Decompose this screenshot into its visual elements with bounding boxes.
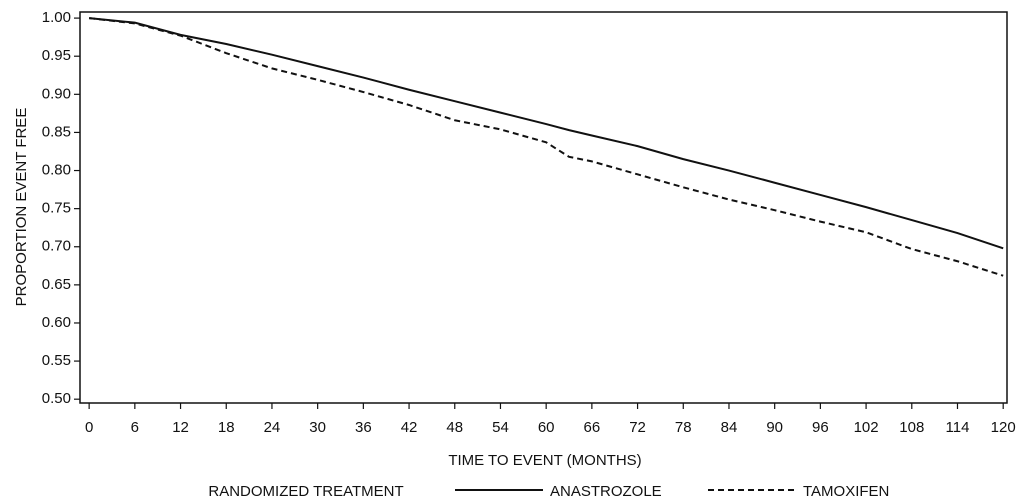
legend-label: TAMOXIFEN — [803, 483, 889, 500]
y-tick-label: 0.55 — [42, 352, 71, 369]
x-tick-label: 90 — [766, 419, 783, 436]
y-axis-label: PROPORTION EVENT FREE — [13, 108, 30, 307]
series-line — [89, 17, 1004, 277]
x-tick-label: 102 — [854, 419, 879, 436]
series-line — [89, 17, 1004, 250]
x-axis-label: TIME TO EVENT (MONTHS) — [448, 452, 641, 469]
x-tick-label: 72 — [629, 419, 646, 436]
x-tick-label: 12 — [172, 419, 189, 436]
x-tick-label: 48 — [446, 419, 463, 436]
x-tick-label: 78 — [675, 419, 692, 436]
x-tick-label: 24 — [264, 419, 281, 436]
y-tick-label: 0.65 — [42, 276, 71, 293]
x-tick-label: 30 — [309, 419, 326, 436]
y-tick-label: 0.70 — [42, 238, 71, 255]
x-tick-label: 42 — [401, 419, 418, 436]
x-tick-label: 66 — [584, 419, 601, 436]
y-tick-label: 0.50 — [42, 390, 71, 407]
x-tick-label: 36 — [355, 419, 372, 436]
y-tick-label: 1.00 — [42, 9, 71, 26]
legend-title: RANDOMIZED TREATMENT — [208, 483, 403, 500]
y-tick-label: 0.85 — [42, 123, 71, 140]
y-tick-label: 0.75 — [42, 200, 71, 217]
x-tick-label: 84 — [721, 419, 738, 436]
legend-label: ANASTROZOLE — [550, 483, 662, 500]
x-tick-label: 108 — [899, 419, 924, 436]
x-tick-label: 0 — [85, 419, 93, 436]
x-tick-label: 60 — [538, 419, 555, 436]
y-tick-label: 0.80 — [42, 162, 71, 179]
x-tick-label: 114 — [946, 419, 970, 436]
x-tick-label: 6 — [131, 419, 139, 436]
y-tick-label: 0.90 — [42, 85, 71, 102]
x-tick-label: 120 — [991, 419, 1016, 436]
y-tick-label: 0.95 — [42, 47, 71, 64]
x-tick-label: 96 — [812, 419, 829, 436]
plot-frame — [79, 11, 1008, 404]
y-tick-label: 0.60 — [42, 314, 71, 331]
x-tick-label: 54 — [492, 419, 509, 436]
x-tick-label: 18 — [218, 419, 235, 436]
